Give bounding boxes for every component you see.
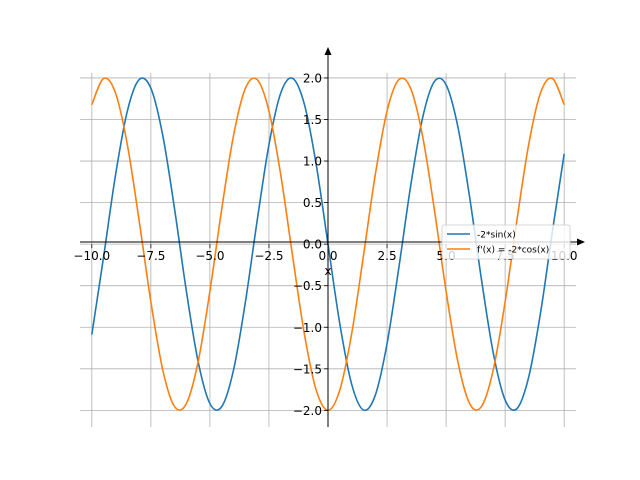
y-tick-label: −2.0 bbox=[293, 404, 322, 418]
y-tick-label: 2.0 bbox=[303, 71, 322, 85]
y-tick-label: −0.5 bbox=[293, 279, 322, 293]
y-tick-label: −1.5 bbox=[293, 362, 322, 376]
y-tick-label: −1.0 bbox=[293, 321, 322, 335]
x-tick-label: 2.5 bbox=[378, 249, 397, 263]
legend-label-cos: f'(x) = -2*cos(x) bbox=[477, 246, 549, 256]
y-tick-label: 0.5 bbox=[303, 196, 322, 210]
y-tick-label: 0.0 bbox=[303, 238, 322, 252]
x-axis-arrow-icon bbox=[577, 238, 585, 246]
y-tick-label: 1.0 bbox=[303, 155, 322, 169]
y-ticks: −2.0 −1.5 −1.0 −0.5 0.0 0.5 1.0 1.5 2.0 bbox=[293, 71, 328, 418]
x-tick-label: −10.0 bbox=[73, 249, 110, 263]
x-tick-label: 0.0 bbox=[318, 249, 337, 263]
legend-label-sin: -2*sin(x) bbox=[477, 231, 516, 241]
x-tick-label: −2.5 bbox=[254, 249, 283, 263]
legend-box bbox=[441, 224, 571, 260]
y-tick-label: 1.5 bbox=[303, 113, 322, 127]
y-axis-arrow-icon bbox=[324, 47, 332, 55]
x-tick-label: −5.0 bbox=[195, 249, 224, 263]
x-axis-label: x bbox=[324, 264, 331, 278]
x-tick-label: −7.5 bbox=[136, 249, 165, 263]
legend: -2*sin(x) f'(x) = -2*cos(x) bbox=[441, 224, 571, 260]
